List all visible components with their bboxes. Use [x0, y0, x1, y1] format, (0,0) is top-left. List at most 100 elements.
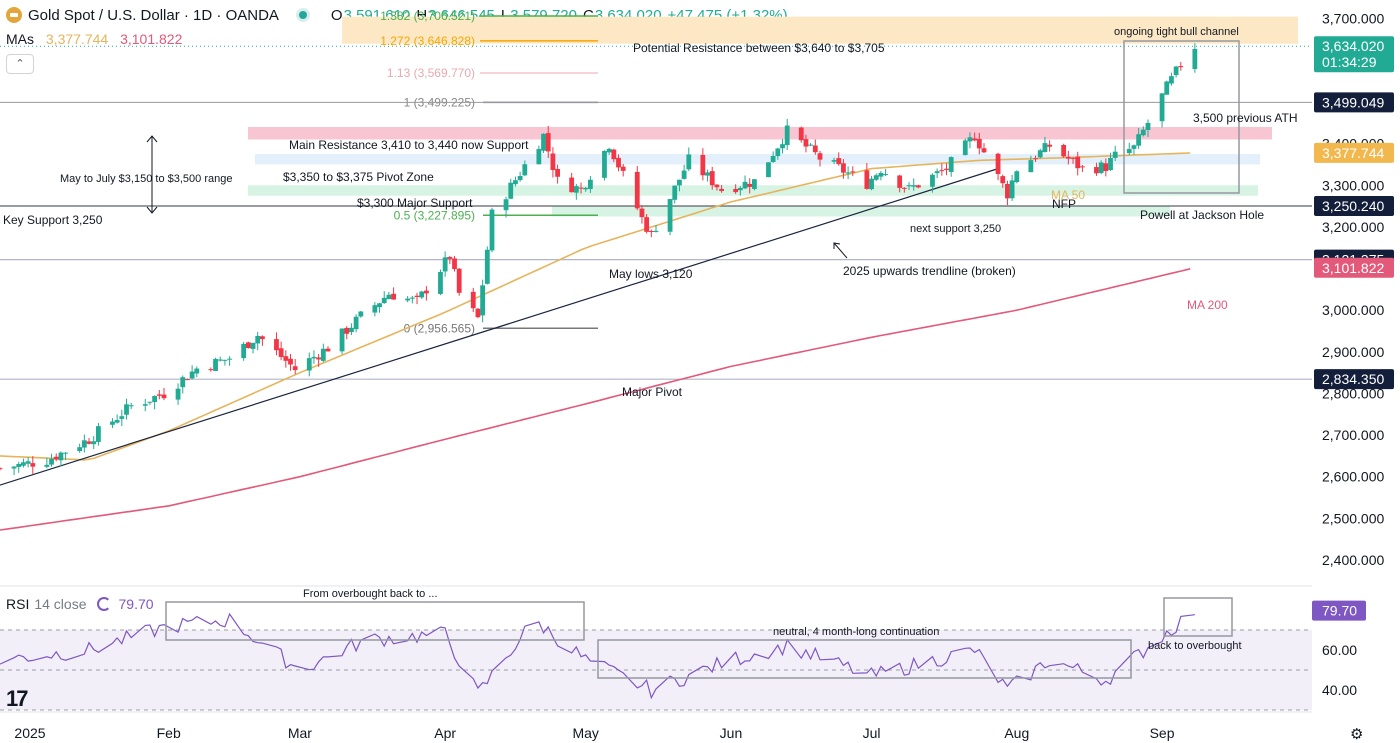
candle-body	[864, 170, 870, 189]
candle-body	[452, 258, 457, 270]
candle-body	[208, 369, 214, 371]
fib-level-label: 1.13 (3,569.770)	[387, 66, 475, 80]
candle-body	[653, 230, 659, 232]
market-status-icon	[298, 11, 307, 19]
time-axis-tick: Sep	[1150, 725, 1175, 741]
annotation: 2025 upwards trendline (broken)	[843, 264, 1016, 278]
candle-body	[972, 138, 978, 141]
hline-label: May lows 3,120	[609, 267, 693, 281]
price-axis-tick: 3,300.000	[1322, 177, 1384, 193]
price-badge	[1314, 92, 1394, 113]
candle-body	[152, 395, 158, 402]
candle-body	[1000, 176, 1006, 184]
annotation: MA 50	[1051, 188, 1085, 202]
time-axis-tick: Jul	[863, 725, 881, 741]
candle-body	[836, 158, 842, 165]
hline-label: Key Support 3,250	[3, 213, 103, 227]
candle-body	[513, 180, 518, 185]
candle-body	[156, 394, 162, 396]
rsi-badge-label: 79.70	[1322, 603, 1357, 619]
candle-body	[681, 170, 687, 179]
candle-body	[648, 231, 654, 233]
candle-body	[541, 133, 546, 151]
candle-body	[1061, 144, 1067, 157]
price-badge	[1314, 257, 1394, 278]
candle-body	[883, 174, 888, 176]
bull-channel-box	[1123, 40, 1240, 194]
candle-body	[49, 458, 54, 465]
candle-body	[602, 150, 607, 178]
candle-body	[817, 153, 823, 160]
candle-body	[0, 468, 3, 470]
candle-body	[606, 148, 612, 153]
fib-level-label: 0.5 (3,227.895)	[394, 208, 475, 222]
candle-body	[798, 127, 804, 141]
zone-0	[342, 16, 1298, 44]
candle-body	[447, 257, 453, 259]
candle-body	[1098, 162, 1104, 174]
low-label: L	[500, 6, 510, 24]
candle-body	[128, 405, 134, 407]
price-axis-tick: 3,200.000	[1322, 219, 1384, 235]
candle-body	[770, 155, 776, 163]
candle-body	[1070, 157, 1076, 159]
candle-body	[292, 366, 298, 371]
candle-body	[391, 293, 396, 300]
ma-legend-label: MAs	[6, 31, 34, 47]
candle-body	[897, 175, 903, 188]
candle-body	[1126, 149, 1132, 154]
price-axis-tick: 2,700.000	[1322, 427, 1384, 443]
candle-body	[1173, 66, 1179, 76]
candle-body	[583, 187, 589, 190]
candle-body	[1169, 76, 1174, 84]
settings-icon[interactable]: ⚙	[1350, 726, 1364, 743]
price-badge-label: 3,634.020	[1322, 38, 1384, 54]
candle-body	[63, 452, 68, 454]
candle-body	[611, 149, 617, 160]
candle-body	[475, 308, 481, 318]
candle-body	[489, 209, 495, 251]
ma50-line	[0, 152, 1191, 461]
candle-body	[667, 199, 673, 232]
candle-body	[1192, 48, 1198, 70]
rsi-label: RSI	[6, 596, 30, 612]
price-badge	[1314, 142, 1394, 163]
rsi-value: 79.70	[118, 596, 154, 612]
candle-body	[58, 452, 64, 461]
candle-body	[86, 441, 92, 444]
candle-body	[1009, 180, 1015, 199]
candle-body	[588, 179, 593, 189]
rsi-axis-tick: 60.00	[1322, 642, 1357, 658]
candle-body	[545, 133, 551, 152]
candle-body	[1080, 166, 1085, 168]
price-badge-label: 2,834.350	[1322, 371, 1384, 387]
candle-body	[306, 358, 312, 371]
time-axis-tick: 2025	[14, 725, 45, 741]
candle-body	[344, 327, 350, 334]
candle-body	[25, 461, 31, 464]
candle-body	[719, 188, 724, 191]
range-arrow-head-down	[146, 206, 158, 214]
trendline	[0, 168, 999, 486]
candle-body	[316, 357, 322, 360]
zone-label: Main Resistance 3,410 to 3,440 now Suppo…	[289, 138, 529, 152]
price-badge	[1314, 196, 1394, 217]
candle-body	[709, 171, 715, 186]
candle-body	[737, 187, 743, 191]
annotation: May to July $3,150 to $3,500 range	[60, 173, 232, 185]
candle-body	[981, 148, 987, 153]
rsi-legend[interactable]: RSI 14 close 79.70	[6, 596, 154, 612]
candle-body	[1140, 129, 1146, 136]
price-badge-countdown: 01:34:29	[1322, 54, 1377, 70]
rsi-overbought-again-box	[1163, 597, 1233, 637]
symbol-title[interactable]: Gold Spot / U.S. Dollar · 1D · OANDA	[28, 6, 279, 24]
candle-body	[11, 466, 17, 469]
candle-body	[456, 268, 462, 293]
candle-body	[939, 170, 945, 172]
candle-body	[1131, 145, 1137, 149]
ma-legend[interactable]: MAs 3,377.744 3,101.822	[6, 31, 182, 47]
ma50-value: 3,377.744	[45, 31, 109, 47]
collapse-legend-button[interactable]: ⌃	[6, 54, 34, 74]
high-label: H	[416, 6, 428, 24]
